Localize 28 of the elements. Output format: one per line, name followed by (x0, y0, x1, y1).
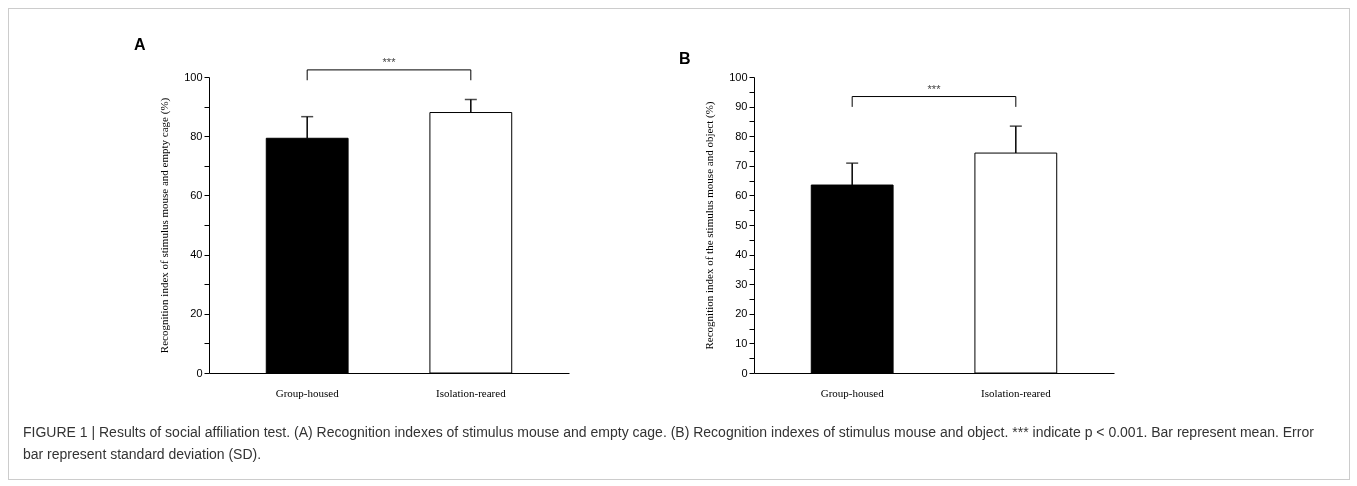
x-tick-label: Group-housed (820, 386, 885, 399)
y-tick-label: 80 (735, 129, 748, 142)
y-tick-label: 60 (190, 188, 203, 201)
y-tick-label: 100 (184, 70, 203, 83)
y-tick-label: 30 (735, 277, 748, 290)
y-tick-label: 0 (741, 366, 748, 379)
y-tick-label: 10 (735, 336, 748, 349)
y-tick-label: 100 (729, 70, 748, 83)
y-tick-label: 70 (735, 159, 748, 172)
x-tick-label: Isolation-reared (436, 386, 507, 399)
chart-title: A (134, 35, 146, 53)
chart-title: B (679, 50, 691, 67)
text: *** (382, 55, 397, 68)
y-tick-label: 20 (190, 307, 203, 320)
y-axis-title: Recognition index of stimulus mouse and empty cage (%) (158, 97, 172, 354)
y-axis-title: Recognition index of the stimulus mouse and object (%) (703, 101, 717, 350)
caption: FIGURE 1 | Results of social affiliation test. (A) Recognition indexes of stimulus mouse and empty cage. (B) Recognition indexes of stimulus mouse and object. *** indicate p < 0.001. Bar represent mean. Error bar represent standard deviation (SD). (23, 423, 1315, 464)
x-tick-label: Group-housed (275, 386, 340, 399)
y-tick-label: 50 (735, 218, 748, 231)
y-tick-label: 90 (735, 100, 748, 113)
y-tick-label: 40 (735, 248, 748, 261)
y-tick-label: 0 (196, 366, 203, 379)
annotation: *** (927, 82, 942, 95)
y-tick-label: 40 (190, 248, 203, 261)
y-tick-label: 60 (735, 188, 748, 201)
y-tick-label: 80 (190, 129, 203, 142)
y-tick-label: 20 (735, 307, 748, 320)
x-tick-label: Isolation-reared (981, 386, 1052, 399)
